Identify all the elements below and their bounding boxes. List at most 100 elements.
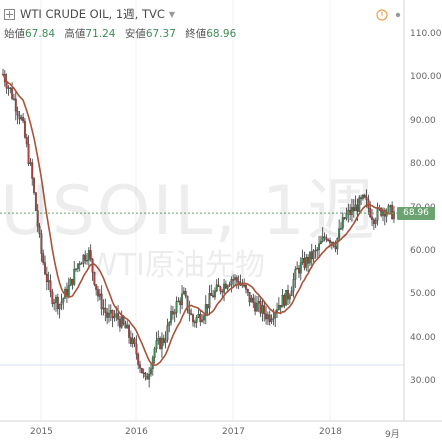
candle-body: [265, 313, 268, 320]
candle-body: [23, 120, 26, 138]
candle-body: [349, 210, 352, 215]
candle-body: [44, 262, 46, 275]
candle-body: [323, 236, 326, 238]
candle-body: [223, 283, 226, 293]
price-tick-label: 30.00: [410, 376, 436, 387]
alert-clock-icon[interactable]: [376, 9, 388, 21]
candle-body: [318, 243, 321, 250]
ohlc-legend: 始値67.84 高値71.24 安値67.37 終値68.96: [4, 26, 242, 41]
candle-body: [374, 220, 377, 224]
candle-body: [75, 268, 78, 270]
candle-body: [181, 293, 183, 306]
candle-body: [248, 292, 251, 303]
candle-body: [166, 325, 169, 341]
candle-body: [170, 311, 173, 323]
last-price-badge: 68.96: [397, 207, 435, 221]
candle-body: [305, 257, 308, 268]
candle-body: [270, 319, 273, 322]
candle-body: [252, 297, 255, 303]
candle-body: [179, 300, 182, 306]
candle-body: [197, 314, 200, 318]
candle-body: [31, 162, 34, 179]
candle-body: [199, 314, 202, 322]
collapse-icon[interactable]: [4, 8, 15, 20]
candle-body: [391, 205, 394, 219]
candle-body: [126, 325, 129, 329]
candle-body: [292, 279, 295, 292]
time-tick-label: 2015: [30, 427, 53, 437]
candle-body: [259, 301, 262, 314]
chevron-down-icon[interactable]: ▼: [168, 9, 176, 19]
candle-body: [307, 257, 310, 264]
candle-body: [343, 217, 346, 219]
candle-body: [255, 303, 258, 312]
candle-body: [312, 250, 315, 260]
candle-body: [287, 289, 289, 300]
candle-body: [393, 211, 395, 219]
candle-body: [347, 210, 350, 215]
candle-body: [334, 245, 337, 250]
high-label: 高値: [64, 28, 86, 40]
price-tick-label: 80.00: [410, 159, 436, 170]
candle-body: [250, 297, 253, 303]
candle-body: [316, 249, 319, 251]
candle-body: [204, 304, 207, 316]
candle-body: [11, 88, 14, 99]
candle-body: [128, 325, 131, 338]
candle-body: [277, 305, 280, 310]
candle-body: [157, 338, 160, 341]
candle-body: [281, 295, 284, 308]
candle-body: [42, 253, 45, 263]
candle-body: [387, 205, 390, 213]
candle-body: [142, 372, 145, 375]
candle-body: [338, 228, 341, 239]
candle-body: [224, 283, 227, 289]
candle-body: [162, 337, 165, 343]
candle-body: [168, 322, 171, 326]
candle-body: [175, 301, 178, 313]
candle-body: [376, 207, 379, 221]
candle-body: [188, 309, 191, 314]
candle-body: [283, 295, 286, 306]
symbol-title[interactable]: WTI CRUDE OIL, 1週, TVC: [20, 7, 165, 21]
candle-body: [294, 268, 297, 280]
description-watermark: WTI原油先物: [88, 248, 265, 283]
candle-body: [113, 316, 116, 319]
candle-body: [215, 284, 218, 292]
candle-body: [352, 207, 355, 211]
candle-body: [369, 208, 372, 218]
candle-body: [217, 284, 220, 288]
chart-header: WTI CRUDE OIL, 1週, TVC ▼: [4, 6, 175, 22]
candle-body: [49, 280, 52, 293]
candle-body: [129, 337, 132, 344]
candle-body: [308, 251, 311, 264]
candle-body: [25, 137, 28, 145]
dot-menu-icon[interactable]: [392, 9, 404, 21]
candle-body: [150, 368, 152, 375]
candle-body: [208, 293, 211, 309]
candle-body: [62, 298, 65, 303]
candle-body: [213, 290, 216, 298]
close-label: 終値: [185, 28, 207, 40]
time-tick-label: 2018: [319, 427, 342, 437]
moving-average-line: [2, 73, 395, 367]
candle-body: [106, 312, 109, 318]
candle-body: [266, 314, 269, 320]
candle-body: [354, 204, 357, 211]
candle-body: [84, 254, 87, 261]
candle-body: [303, 258, 306, 268]
candle-body: [212, 295, 215, 298]
candle-body: [120, 316, 123, 328]
candle-body: [164, 339, 167, 343]
candle-body: [117, 313, 120, 320]
candle-body: [246, 289, 249, 293]
candle-body: [20, 117, 23, 120]
candle-body: [60, 301, 63, 305]
price-tick-label: 40.00: [410, 332, 436, 343]
candle-body: [360, 197, 363, 199]
candle-body: [389, 205, 392, 207]
candle-body: [51, 291, 54, 304]
candle-body: [86, 260, 88, 262]
